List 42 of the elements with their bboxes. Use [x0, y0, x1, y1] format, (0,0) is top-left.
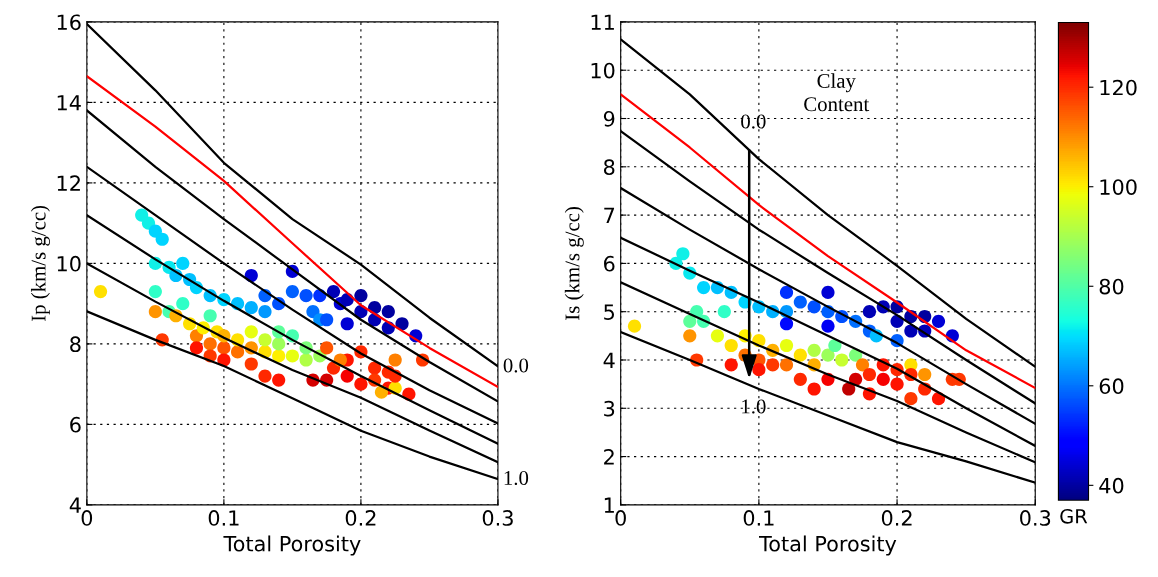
color-bar-label: 100 [1100, 179, 1137, 195]
x-axis-title: Total Porosity [759, 535, 897, 556]
x-tick-label: 0.3 [482, 510, 513, 526]
x-tick-label: 0.2 [881, 510, 912, 526]
y-axis-title: Ip (km/s g/cc) [30, 205, 50, 322]
y-tick-label: 4 [603, 352, 615, 368]
annotation: 1.0 [742, 399, 766, 414]
y-tick-label: 12 [57, 175, 80, 191]
y-tick-label: 1 [604, 497, 614, 513]
color-bar-label: 80 [1099, 278, 1124, 295]
y-tick-label: 11 [591, 14, 614, 30]
y-tick-label: 9 [603, 110, 615, 127]
y-tick-label: 16 [57, 14, 81, 31]
y-tick-label: 8 [70, 336, 81, 353]
color-bar-label: 40 [1099, 477, 1124, 494]
y-tick-label: 6 [70, 416, 81, 433]
y-tick-label: 2 [604, 449, 614, 465]
y-tick-label: 10 [57, 255, 81, 272]
annotation: Clay Content [804, 73, 870, 112]
color-bar-label: 60 [1099, 378, 1124, 395]
color-bar-title: GR [1060, 508, 1088, 524]
annotation: 0.0 [741, 114, 766, 129]
y-tick-label: 4 [69, 497, 81, 513]
y-tick-label: 7 [604, 207, 615, 224]
color-bar-label: 120 [1100, 79, 1137, 96]
x-tick-label: 0.2 [345, 510, 376, 526]
y-tick-label: 3 [604, 400, 615, 417]
x-tick-label: 0.1 [208, 510, 239, 526]
y-axis-title: Is (km/s g/cc) [564, 207, 584, 320]
y-tick-label: 6 [604, 255, 615, 272]
x-axis-title: Total Porosity [223, 535, 361, 556]
y-tick-label: 8 [603, 159, 615, 176]
y-tick-label: 14 [57, 95, 81, 111]
text: 1.0 [504, 470, 529, 486]
line-series [620, 93, 1036, 390]
y-tick-label: 5 [604, 304, 615, 320]
x-tick-label: 0 [81, 510, 93, 526]
y-tick-label: 10 [591, 62, 615, 79]
x-tick-label: 0 [615, 510, 626, 526]
text: 0.0 [503, 358, 529, 373]
x-tick-label: 0.1 [743, 510, 774, 526]
x-tick-label: 0.3 [1020, 510, 1051, 526]
